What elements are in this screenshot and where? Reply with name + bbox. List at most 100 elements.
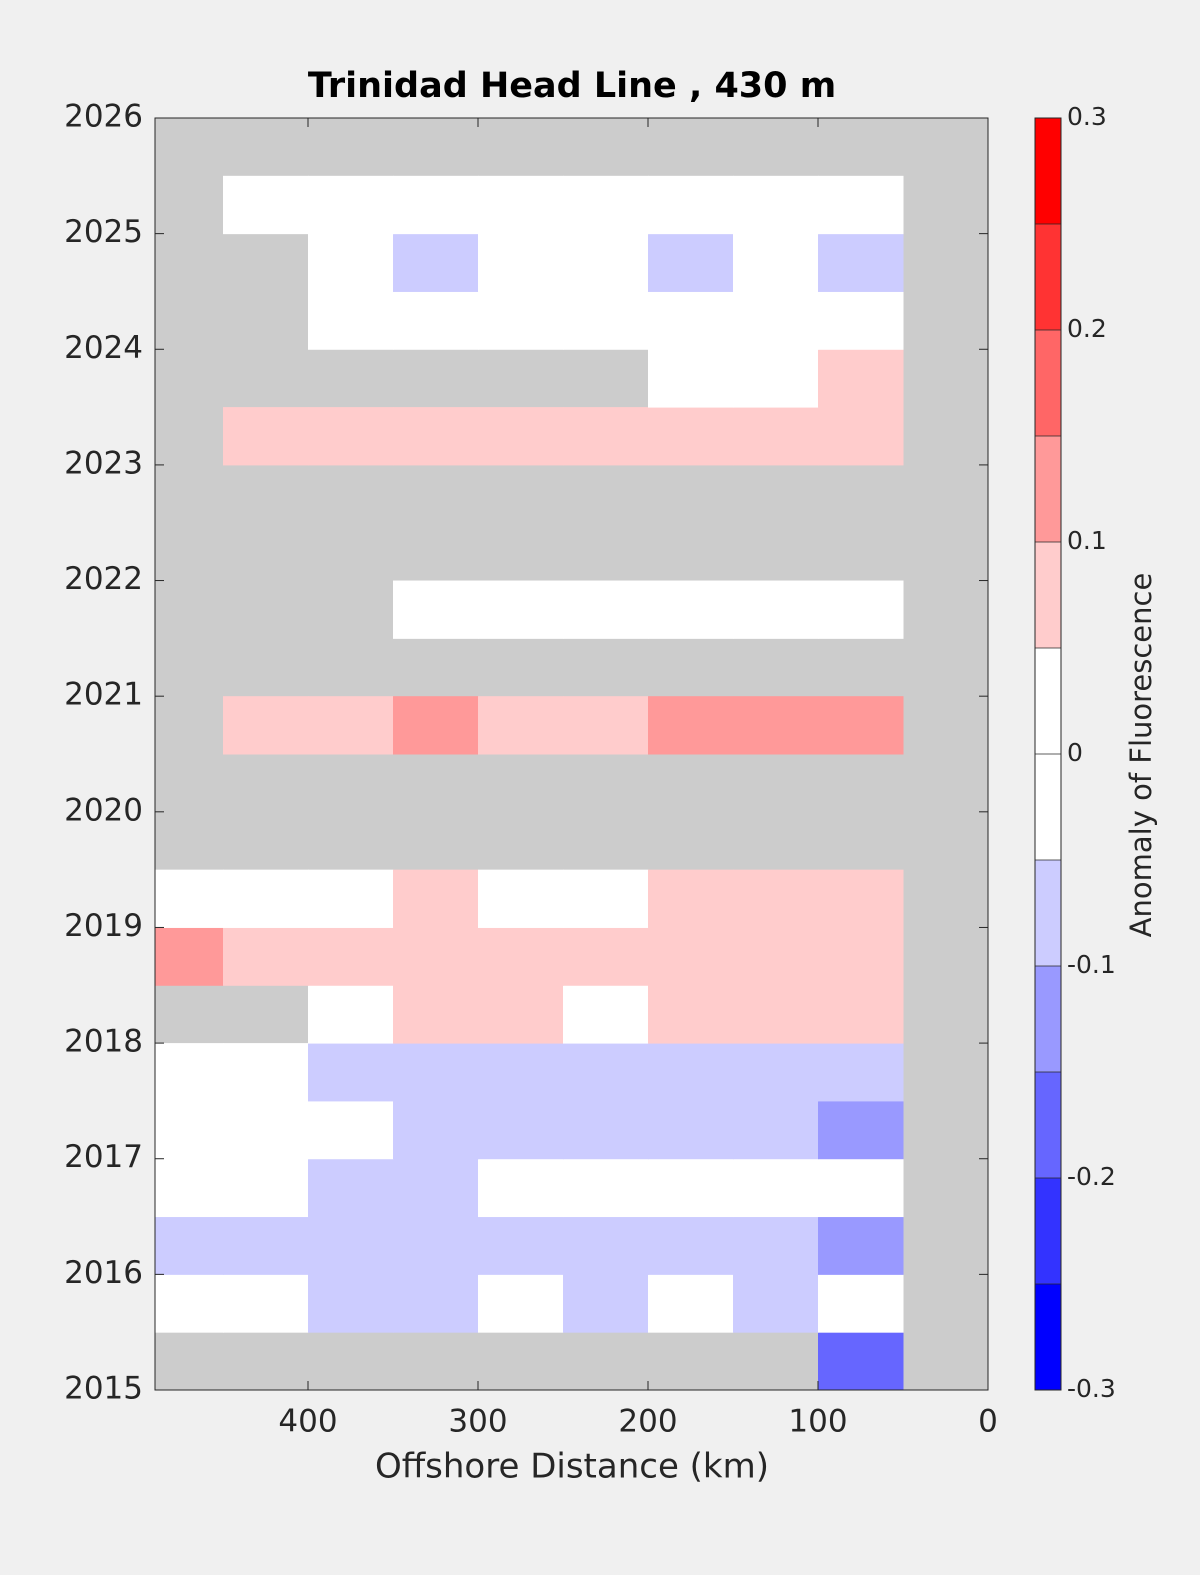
cell bbox=[648, 869, 734, 928]
colorbar-tick-label: 0.3 bbox=[1067, 102, 1107, 131]
cell bbox=[478, 1274, 564, 1333]
cell bbox=[648, 1274, 734, 1333]
colorbar-swatch bbox=[1035, 436, 1061, 542]
cell bbox=[733, 233, 819, 292]
y-tick-label: 2026 bbox=[64, 99, 143, 135]
cell bbox=[733, 869, 819, 928]
cell bbox=[478, 291, 564, 350]
cell bbox=[563, 1158, 649, 1218]
cell bbox=[478, 1216, 564, 1275]
cell bbox=[478, 580, 564, 639]
colorbar-swatch bbox=[1035, 542, 1061, 648]
cell bbox=[393, 1043, 479, 1102]
cell bbox=[223, 1100, 309, 1160]
y-tick-label: 2016 bbox=[64, 1255, 143, 1291]
cell bbox=[648, 580, 734, 639]
cell bbox=[393, 291, 479, 350]
cell bbox=[648, 1158, 734, 1218]
cell bbox=[308, 233, 394, 292]
x-tick-label: 200 bbox=[618, 1404, 677, 1440]
cell bbox=[308, 1216, 394, 1275]
cell bbox=[223, 927, 309, 986]
cell bbox=[155, 869, 224, 928]
cell bbox=[308, 407, 394, 466]
colorbar-tick-label: -0.3 bbox=[1067, 1374, 1116, 1403]
cell bbox=[818, 1274, 904, 1333]
cell bbox=[563, 1100, 649, 1160]
y-tick-label: 2017 bbox=[64, 1139, 143, 1175]
cell bbox=[478, 1043, 564, 1102]
cell bbox=[563, 291, 649, 350]
cell bbox=[818, 1216, 904, 1275]
cell bbox=[478, 1100, 564, 1160]
cell bbox=[818, 985, 904, 1044]
cell bbox=[733, 1100, 819, 1160]
cell bbox=[393, 175, 479, 235]
cell bbox=[563, 927, 649, 986]
colorbar-tick-label: 0.2 bbox=[1067, 314, 1107, 343]
y-tick-label: 2023 bbox=[64, 445, 143, 481]
cell bbox=[818, 696, 904, 755]
cell bbox=[155, 1158, 224, 1218]
cell bbox=[308, 1100, 394, 1160]
cell bbox=[648, 1216, 734, 1275]
colorbar-tick-label: -0.2 bbox=[1067, 1162, 1116, 1191]
y-tick-label: 2020 bbox=[64, 792, 143, 828]
cell bbox=[308, 291, 394, 350]
y-tick-label: 2022 bbox=[64, 561, 143, 597]
cell bbox=[393, 1158, 479, 1218]
cell bbox=[223, 175, 309, 235]
cell bbox=[223, 1274, 309, 1333]
colorbar-frame bbox=[1034, 117, 1062, 1391]
cell bbox=[478, 175, 564, 235]
cell bbox=[155, 1043, 224, 1102]
cell bbox=[733, 291, 819, 350]
cell bbox=[818, 349, 904, 408]
cell bbox=[648, 175, 734, 235]
cell bbox=[308, 985, 394, 1044]
cell bbox=[223, 1158, 309, 1218]
y-tick-label: 2025 bbox=[64, 214, 143, 250]
y-tick-label: 2024 bbox=[64, 330, 143, 366]
y-tick-label: 2021 bbox=[64, 677, 143, 713]
cell bbox=[478, 985, 564, 1044]
cell bbox=[648, 291, 734, 350]
cell bbox=[478, 1158, 564, 1218]
cell bbox=[648, 1043, 734, 1102]
cell bbox=[733, 696, 819, 755]
cell bbox=[733, 1158, 819, 1218]
cell bbox=[818, 1158, 904, 1218]
colorbar-swatch bbox=[1035, 648, 1061, 754]
cell bbox=[818, 291, 904, 350]
cell bbox=[393, 696, 479, 755]
cell bbox=[563, 175, 649, 235]
colorbar-tick-label: 0.1 bbox=[1067, 526, 1107, 555]
colorbar-swatch bbox=[1035, 224, 1061, 330]
cell bbox=[223, 696, 309, 755]
cell bbox=[733, 927, 819, 986]
cell bbox=[155, 927, 224, 986]
cell bbox=[648, 927, 734, 986]
cell bbox=[818, 233, 904, 292]
cell bbox=[648, 1100, 734, 1160]
cell bbox=[308, 1158, 394, 1218]
x-tick-label: 400 bbox=[278, 1404, 337, 1440]
colorbar-swatch bbox=[1035, 330, 1061, 436]
cell bbox=[818, 175, 904, 235]
colorbar-label: Anomaly of Fluorescence bbox=[1124, 573, 1158, 938]
cell bbox=[733, 407, 819, 466]
colorbar-swatch bbox=[1035, 118, 1061, 224]
cell bbox=[563, 869, 649, 928]
cell bbox=[563, 580, 649, 639]
cell bbox=[393, 1216, 479, 1275]
colorbar-swatch bbox=[1035, 966, 1061, 1072]
y-tick-label: 2019 bbox=[64, 908, 143, 944]
cell bbox=[155, 1216, 224, 1275]
cell bbox=[563, 1274, 649, 1333]
colorbar-swatch bbox=[1035, 860, 1061, 966]
cell bbox=[818, 869, 904, 928]
colorbar-swatch bbox=[1035, 1284, 1061, 1390]
cell bbox=[393, 233, 479, 292]
cell bbox=[155, 1274, 224, 1333]
cell bbox=[308, 1043, 394, 1102]
